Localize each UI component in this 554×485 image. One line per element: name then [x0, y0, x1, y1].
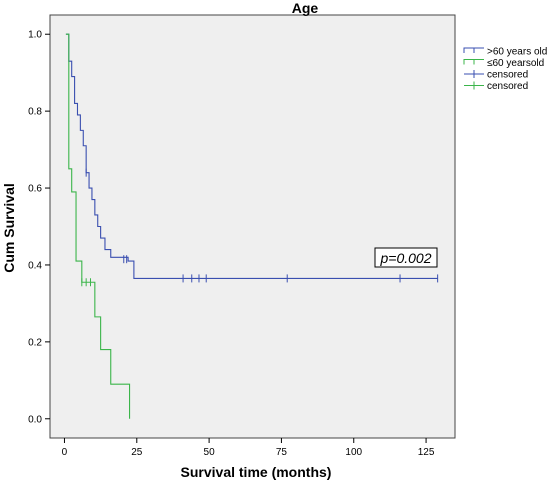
x-tick-label: 125: [418, 447, 435, 458]
x-tick-label: 25: [131, 447, 143, 458]
legend-label: censored: [487, 81, 528, 92]
y-tick-label: 0.4: [28, 260, 42, 271]
p-value-box: [374, 247, 438, 268]
y-tick-label: 0.6: [28, 184, 42, 195]
p-value-text: p=0.002: [380, 250, 432, 266]
series-2: [65, 33, 131, 419]
x-axis-title: Survival time (months): [181, 464, 332, 480]
legend-label: ≤60 yearsold: [487, 58, 544, 69]
y-axis-title: Cum Survival: [1, 183, 17, 272]
legend-label: >60 years old: [487, 47, 547, 58]
y-tick-label: 0.8: [28, 107, 42, 118]
legend-item: >60 years old: [463, 47, 547, 58]
legend-item: ≤60 yearsold: [463, 58, 544, 69]
plot-area: [49, 14, 456, 439]
legend-item: censored: [464, 70, 528, 81]
survival-curve-line: [65, 33, 438, 279]
y-tick-label: 0.2: [28, 337, 42, 348]
x-tick-label: 0: [62, 447, 68, 458]
y-tick-label: 0.0: [28, 414, 42, 425]
legend: >60 years old≤60 yearsoldcensoredcensore…: [463, 47, 547, 92]
legend-line-swatch: [463, 47, 475, 53]
series-1: [65, 33, 439, 283]
legend-item: censored: [464, 81, 528, 92]
axes: 0 25 50 75 100 125 0.0 0.2 0.4 0.6 0.8 1.0: [28, 30, 435, 458]
legend-label: censored: [487, 70, 528, 81]
x-tick-label: 75: [276, 447, 288, 458]
p-value-annotation: p=0.002: [374, 247, 438, 268]
y-tick-label: 1.0: [28, 30, 42, 41]
legend-line-swatch: [463, 59, 475, 65]
x-tick-label: 100: [345, 447, 362, 458]
series-layer: [65, 33, 439, 419]
x-tick-label: 50: [204, 447, 216, 458]
chart-title: Age: [292, 0, 319, 16]
